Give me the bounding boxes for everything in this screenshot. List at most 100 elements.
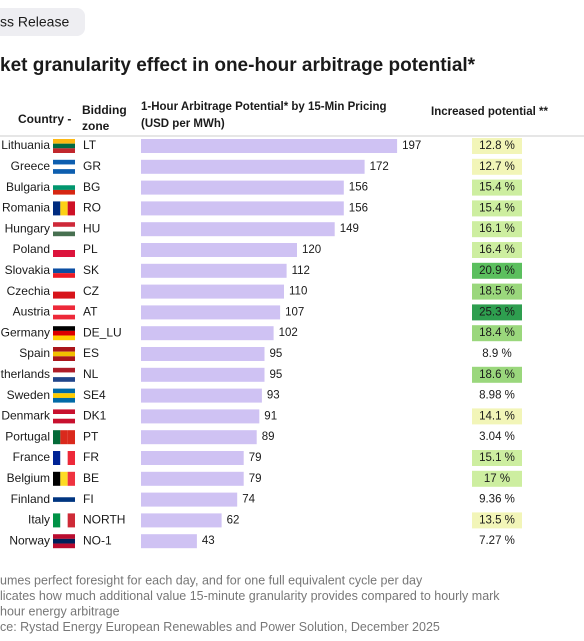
flag-stripe [53, 305, 75, 311]
country-label: Spain [19, 346, 50, 360]
increase-label: 15.4 % [479, 202, 515, 214]
country-label: Czechia [7, 284, 51, 298]
flag-stripe [53, 418, 75, 424]
value-label: 95 [270, 369, 283, 381]
flag-stripe [53, 180, 75, 186]
increase-cell [472, 450, 522, 466]
country-label: Belgium [7, 471, 50, 485]
bar [141, 430, 257, 445]
flag-stripe [53, 397, 75, 403]
badge-text: ss Release [0, 14, 69, 30]
footnote: hour energy arbitrage [0, 604, 120, 618]
flag-stripe [53, 189, 75, 195]
column-header: Country - [18, 112, 71, 126]
increase-label: 9.36 % [479, 494, 515, 506]
country-label: France [13, 450, 51, 464]
flag-stripe [53, 226, 75, 232]
flag-stripe [53, 543, 75, 549]
flag-stripe [53, 250, 75, 257]
zone-label: FR [83, 450, 99, 464]
country-label: Lithuania [1, 138, 50, 152]
flag-stripe [67, 471, 75, 486]
flag-stripe [53, 335, 75, 341]
flag-stripe [53, 201, 61, 216]
value-label: 95 [270, 348, 283, 360]
bar [141, 451, 244, 465]
bar [141, 492, 238, 507]
value-label: 197 [402, 140, 421, 152]
footnote: ce: Rystad Energy European Renewables an… [0, 620, 440, 634]
increase-cell [472, 179, 522, 196]
zone-label: NORTH [83, 513, 125, 527]
increase-cell [472, 200, 522, 217]
country-label: Greece [11, 159, 51, 173]
bar [141, 284, 284, 299]
increase-label: 12.7 % [479, 161, 515, 173]
bar [141, 201, 344, 216]
value-label: 79 [249, 452, 262, 464]
value-label: 93 [267, 390, 280, 402]
flag-stripe [53, 497, 75, 502]
country-label: Romania [2, 201, 50, 215]
increase-label: 18.4 % [479, 327, 515, 339]
flag-stripe [53, 330, 75, 336]
flag-stripe [60, 513, 68, 528]
flag-stripe [53, 409, 75, 415]
zone-label: LT [83, 138, 97, 152]
increase-label: 15.1 % [479, 452, 515, 464]
value-label: 110 [289, 286, 307, 298]
zone-label: PL [83, 242, 98, 256]
country-label: Poland [13, 242, 50, 256]
bar [141, 222, 335, 237]
zone-label: BE [83, 471, 99, 485]
column-header: 1-Hour Arbitrage Potential* by 15-Min Pr… [141, 101, 387, 113]
country-label: therlands [1, 367, 50, 381]
bar [141, 180, 344, 195]
increase-cell [472, 138, 522, 154]
flag-stripe [53, 148, 75, 153]
flag-stripe [67, 201, 75, 216]
flag-stripe [53, 347, 75, 352]
flag-stripe [53, 326, 75, 331]
increase-cell [472, 366, 522, 383]
increase-label: 12.8 % [479, 140, 515, 152]
zone-label: CZ [83, 284, 99, 298]
flag-stripe [53, 231, 75, 237]
flag-stripe [53, 471, 61, 486]
zone-label: DE_LU [83, 325, 122, 339]
badge [0, 8, 85, 36]
flag-stripe [53, 451, 61, 465]
country-label: Denmark [1, 409, 51, 423]
bar [141, 243, 297, 257]
flag-stripe [53, 377, 75, 382]
flag-stripe [53, 159, 75, 165]
flag-stripe [53, 185, 75, 190]
flag-stripe [67, 451, 75, 465]
increase-label: 16.1 % [479, 223, 515, 235]
zone-label: HU [83, 221, 100, 235]
bar [141, 409, 260, 424]
flag-stripe [53, 513, 61, 528]
increase-label: 25.3 % [479, 306, 515, 318]
flag-stripe [67, 513, 75, 528]
increase-label: 3.04 % [479, 431, 515, 443]
flag-stripe [53, 263, 75, 269]
flag-stripe [67, 430, 75, 445]
value-label: 74 [242, 494, 255, 506]
country-label: Sweden [7, 388, 50, 402]
country-label: Bulgaria [6, 180, 50, 194]
value-label: 172 [370, 161, 389, 173]
bar [141, 326, 274, 341]
country-label: Slovakia [5, 263, 51, 277]
flag-stripe [53, 430, 61, 445]
increase-cell [472, 242, 522, 258]
bar [141, 367, 265, 382]
increase-cell [472, 304, 522, 321]
increase-label: 17 % [484, 473, 510, 485]
footnote: umes perfect foresight for each day, and… [0, 573, 423, 587]
flag-stripe [53, 284, 75, 292]
increase-cell [472, 325, 522, 342]
bar [141, 513, 222, 528]
value-label: 149 [340, 223, 359, 235]
